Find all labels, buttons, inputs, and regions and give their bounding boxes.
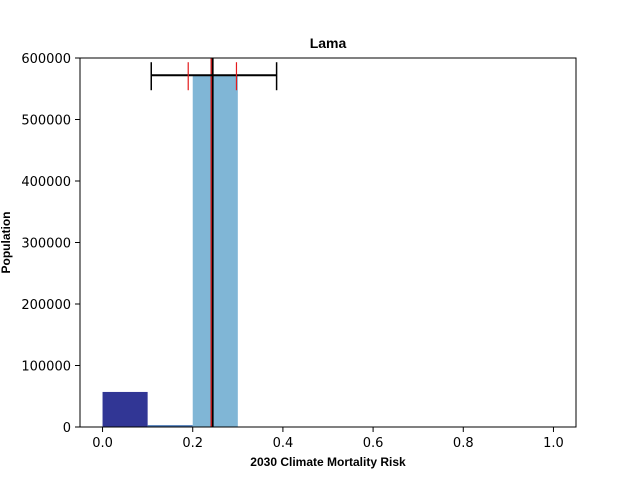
y-axis-ticks: 0 100000 200000 300000 400000 500000 600000 (21, 52, 80, 436)
y-tick-label-6: 600000 (21, 52, 71, 67)
x-tick-label-2: 0.4 (273, 436, 294, 451)
bars-group (102, 75, 328, 427)
y-tick-label-0: 0 (63, 421, 71, 436)
y-tick-label-2: 200000 (21, 298, 71, 313)
bar-1 (147, 425, 193, 427)
x-axis-label: 2030 Climate Mortality Risk (250, 455, 406, 469)
y-tick-label-5: 500000 (21, 114, 71, 129)
x-tick-label-0: 0.0 (92, 436, 113, 451)
x-tick-label-3: 0.6 (363, 436, 384, 451)
x-tick-label-5: 1.0 (543, 436, 564, 451)
x-tick-label-4: 0.8 (453, 436, 474, 451)
plot-frame (79, 57, 577, 428)
y-axis-label: Population (0, 212, 13, 274)
y-tick-label-3: 300000 (21, 237, 71, 252)
bar-2 (192, 75, 238, 427)
x-tick-label-1: 0.2 (182, 436, 203, 451)
reference-lines-group (210, 58, 214, 427)
y-tick-label-4: 400000 (21, 175, 71, 190)
error-bars-group (150, 62, 278, 91)
bar-0 (102, 391, 148, 427)
x-axis-ticks: 0.0 0.2 0.4 0.6 0.8 1.0 (92, 427, 564, 451)
y-tick-label-1: 100000 (21, 360, 71, 375)
chart-title: Lama (310, 35, 347, 51)
